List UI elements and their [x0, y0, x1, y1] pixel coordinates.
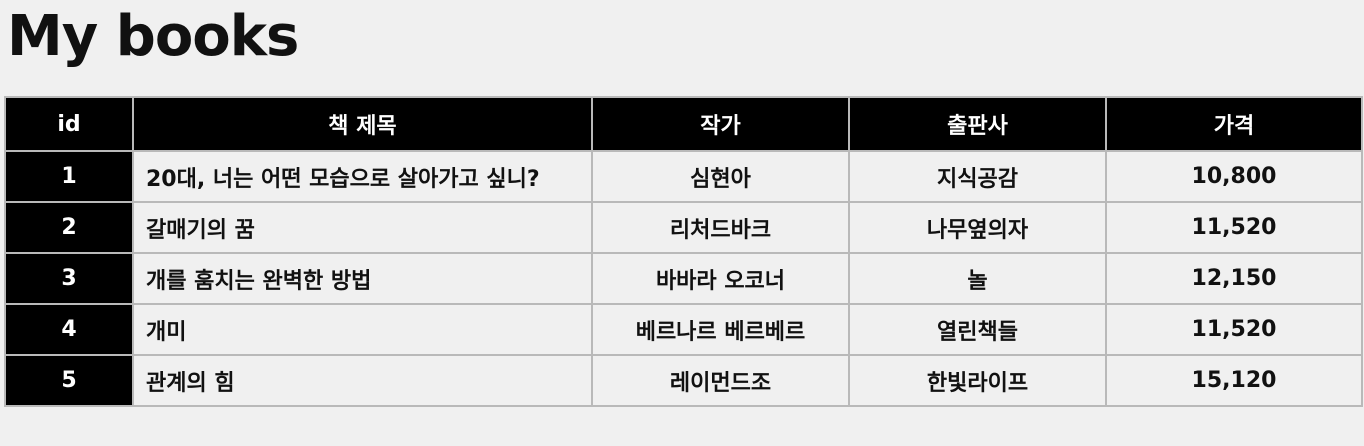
cell-price: 15,120	[1105, 354, 1363, 407]
cell-publisher: 지식공감	[848, 150, 1107, 203]
header-author: 작가	[591, 96, 850, 152]
header-title: 책 제목	[132, 96, 593, 152]
cell-publisher: 나무옆의자	[848, 201, 1107, 254]
table-row: 3 개를 훔치는 완벽한 방법 바바라 오코너 놀 12,150	[4, 252, 1363, 305]
table-row: 4 개미 베르나르 베르베르 열린책들 11,520	[4, 303, 1363, 356]
cell-title: 갈매기의 꿈	[132, 201, 593, 254]
table-row: 1 20대, 너는 어떤 모습으로 살아가고 싶니? 심현아 지식공감 10,8…	[4, 150, 1363, 203]
header-publisher: 출판사	[848, 96, 1107, 152]
cell-id: 2	[4, 201, 134, 254]
cell-id: 4	[4, 303, 134, 356]
cell-author: 리처드바크	[591, 201, 850, 254]
cell-title: 개를 훔치는 완벽한 방법	[132, 252, 593, 305]
cell-price: 11,520	[1105, 201, 1363, 254]
cell-author: 베르나르 베르베르	[591, 303, 850, 356]
books-table: id 책 제목 작가 출판사 가격 1 20대, 너는 어떤 모습으로 살아가고…	[4, 96, 1363, 407]
cell-publisher: 열린책들	[848, 303, 1107, 356]
header-price: 가격	[1105, 96, 1363, 152]
page-title: My books	[7, 4, 299, 69]
table-row: 5 관계의 힘 레이먼드조 한빛라이프 15,120	[4, 354, 1363, 407]
cell-publisher: 한빛라이프	[848, 354, 1107, 407]
cell-title: 개미	[132, 303, 593, 356]
cell-price: 10,800	[1105, 150, 1363, 203]
table-row: 2 갈매기의 꿈 리처드바크 나무옆의자 11,520	[4, 201, 1363, 254]
cell-author: 바바라 오코너	[591, 252, 850, 305]
header-id: id	[4, 96, 134, 152]
cell-author: 심현아	[591, 150, 850, 203]
cell-author: 레이먼드조	[591, 354, 850, 407]
cell-id: 1	[4, 150, 134, 203]
cell-price: 11,520	[1105, 303, 1363, 356]
cell-id: 5	[4, 354, 134, 407]
cell-title: 관계의 힘	[132, 354, 593, 407]
cell-title: 20대, 너는 어떤 모습으로 살아가고 싶니?	[132, 150, 593, 203]
table-header-row: id 책 제목 작가 출판사 가격	[4, 96, 1363, 152]
cell-publisher: 놀	[848, 252, 1107, 305]
cell-id: 3	[4, 252, 134, 305]
cell-price: 12,150	[1105, 252, 1363, 305]
